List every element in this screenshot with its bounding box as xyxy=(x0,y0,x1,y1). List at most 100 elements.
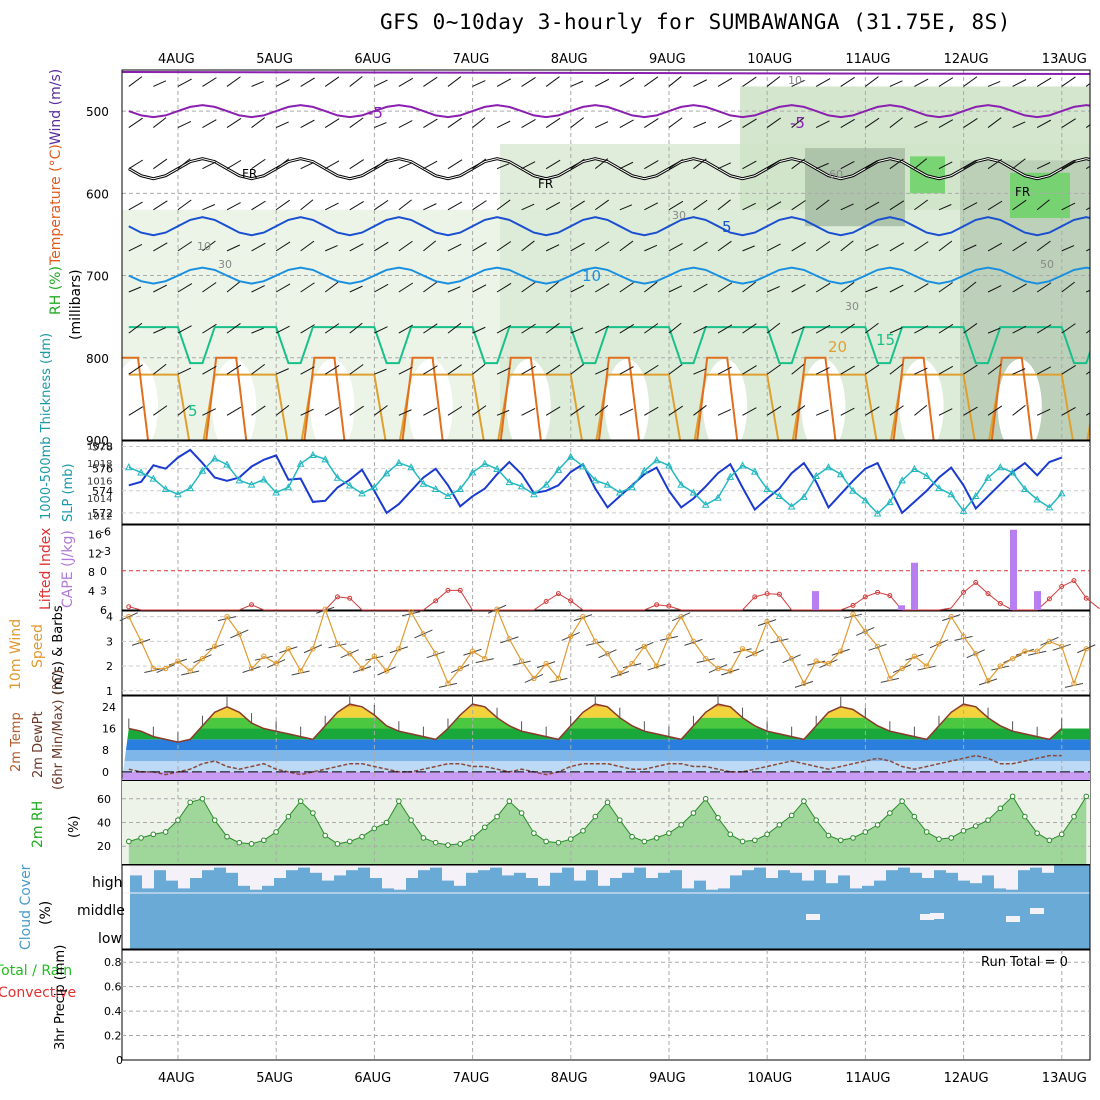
day-label-bottom: 11AUG xyxy=(845,1071,890,1086)
precip-tick: 0.6 xyxy=(104,981,122,994)
lifted-index-marker xyxy=(985,591,991,597)
precip-axis-label: 3hr Precip (mm) xyxy=(53,945,68,1050)
wind-barb xyxy=(226,118,242,128)
rh-marker xyxy=(297,798,304,804)
lifted-index-marker xyxy=(568,598,574,604)
wind-speed-marker xyxy=(973,651,979,657)
wind-barb xyxy=(668,76,682,87)
rh-marker xyxy=(445,842,451,848)
slp-marker xyxy=(517,482,526,490)
wind-barb xyxy=(619,119,634,128)
wind-speed-marker xyxy=(371,653,377,659)
high-cloud-gap xyxy=(214,865,226,868)
wind-speed-marker xyxy=(580,613,586,620)
wind-barb xyxy=(717,119,732,128)
wind-barb xyxy=(570,327,584,334)
lifted-index-marker xyxy=(764,591,770,597)
slp-line xyxy=(128,454,1063,515)
slp-marker xyxy=(689,488,698,496)
wind-barb xyxy=(275,325,290,334)
wind-barb xyxy=(251,363,266,375)
high-cloud-gap xyxy=(370,865,382,878)
wind-barb xyxy=(987,158,1003,170)
rh-marker xyxy=(567,836,574,842)
wind-barb xyxy=(791,326,805,334)
wind-barb xyxy=(717,162,731,170)
wind-barb xyxy=(865,201,880,211)
wind-barb xyxy=(865,406,880,416)
pressure-tick-label: 900 xyxy=(86,434,109,448)
rh-marker xyxy=(248,841,255,847)
wind-barb xyxy=(987,285,1002,293)
rh-marker xyxy=(261,837,267,844)
wind-barb xyxy=(177,404,191,416)
wind-barb xyxy=(644,160,659,170)
high-cloud-gap xyxy=(742,865,754,871)
rh-marker xyxy=(678,822,684,828)
wind-speed-marker xyxy=(752,651,758,657)
wind-barb xyxy=(202,161,216,170)
cape-tick: 12 xyxy=(88,547,102,560)
slp-marker xyxy=(259,475,268,483)
wind-barb xyxy=(742,281,757,293)
wind-barb xyxy=(423,407,438,416)
slp-tick: 1016 xyxy=(87,476,112,487)
wind-barb xyxy=(987,363,1002,375)
wind-barb xyxy=(742,118,757,128)
isotherm-FR-inner xyxy=(128,158,1090,180)
slp-marker xyxy=(824,463,833,471)
slp-marker xyxy=(652,456,661,464)
wind-barb xyxy=(668,322,682,334)
wind-barb xyxy=(594,404,609,416)
high-cloud-gap xyxy=(994,865,1006,889)
cape-tick: 4 xyxy=(88,585,95,598)
day-label-top: 10AUG xyxy=(747,52,792,67)
wind-barb xyxy=(472,80,486,87)
wind-barb xyxy=(374,368,387,375)
wind-barb xyxy=(472,242,487,252)
cape-bar xyxy=(1034,591,1041,610)
wind-speed-marker xyxy=(813,658,819,664)
wind-speed-marker xyxy=(175,658,181,664)
rh-marker xyxy=(580,828,586,834)
wind-barb xyxy=(766,405,782,416)
wind-barb xyxy=(275,158,290,170)
wind-barb xyxy=(668,200,684,211)
wind-barb xyxy=(226,202,241,211)
cape-tick: 8 xyxy=(88,566,95,579)
wind-barb xyxy=(545,201,561,211)
isotherm-25 xyxy=(696,356,739,440)
high-cloud-gap xyxy=(934,865,946,871)
wind-axis-label: Wind (m/s) xyxy=(48,69,64,145)
wind-barb xyxy=(1036,162,1051,170)
slp-marker xyxy=(431,485,440,493)
high-cloud-gap xyxy=(946,865,958,873)
wind-barb xyxy=(1036,119,1052,128)
wind-speed-marker xyxy=(678,613,684,620)
wind-barb xyxy=(496,409,510,416)
wind-barb xyxy=(1086,248,1090,252)
wind-barb xyxy=(644,118,659,128)
pressure-tick-label: 800 xyxy=(86,352,109,366)
slp-marker xyxy=(898,476,906,484)
wind-barb xyxy=(324,281,339,293)
wind-barb xyxy=(251,158,266,170)
wind-speed-marker xyxy=(310,646,316,652)
high-cloud-gap xyxy=(646,865,658,878)
isotherm-25 xyxy=(303,356,346,440)
slp-marker xyxy=(137,468,145,476)
wind-barb xyxy=(840,407,855,416)
rh-marker xyxy=(543,838,549,845)
thickness-tick: 574 xyxy=(92,485,113,498)
wind-speed-marker xyxy=(126,613,132,620)
wind-barb xyxy=(619,161,634,170)
wind-barb xyxy=(889,158,904,170)
wind-barb xyxy=(349,243,364,252)
rh-marker xyxy=(1083,793,1090,800)
wind-speed-marker xyxy=(187,668,193,674)
wind-barb xyxy=(987,242,1003,252)
slp-marker xyxy=(542,480,550,488)
cape-bar xyxy=(898,605,905,610)
wind-barb xyxy=(668,243,683,252)
